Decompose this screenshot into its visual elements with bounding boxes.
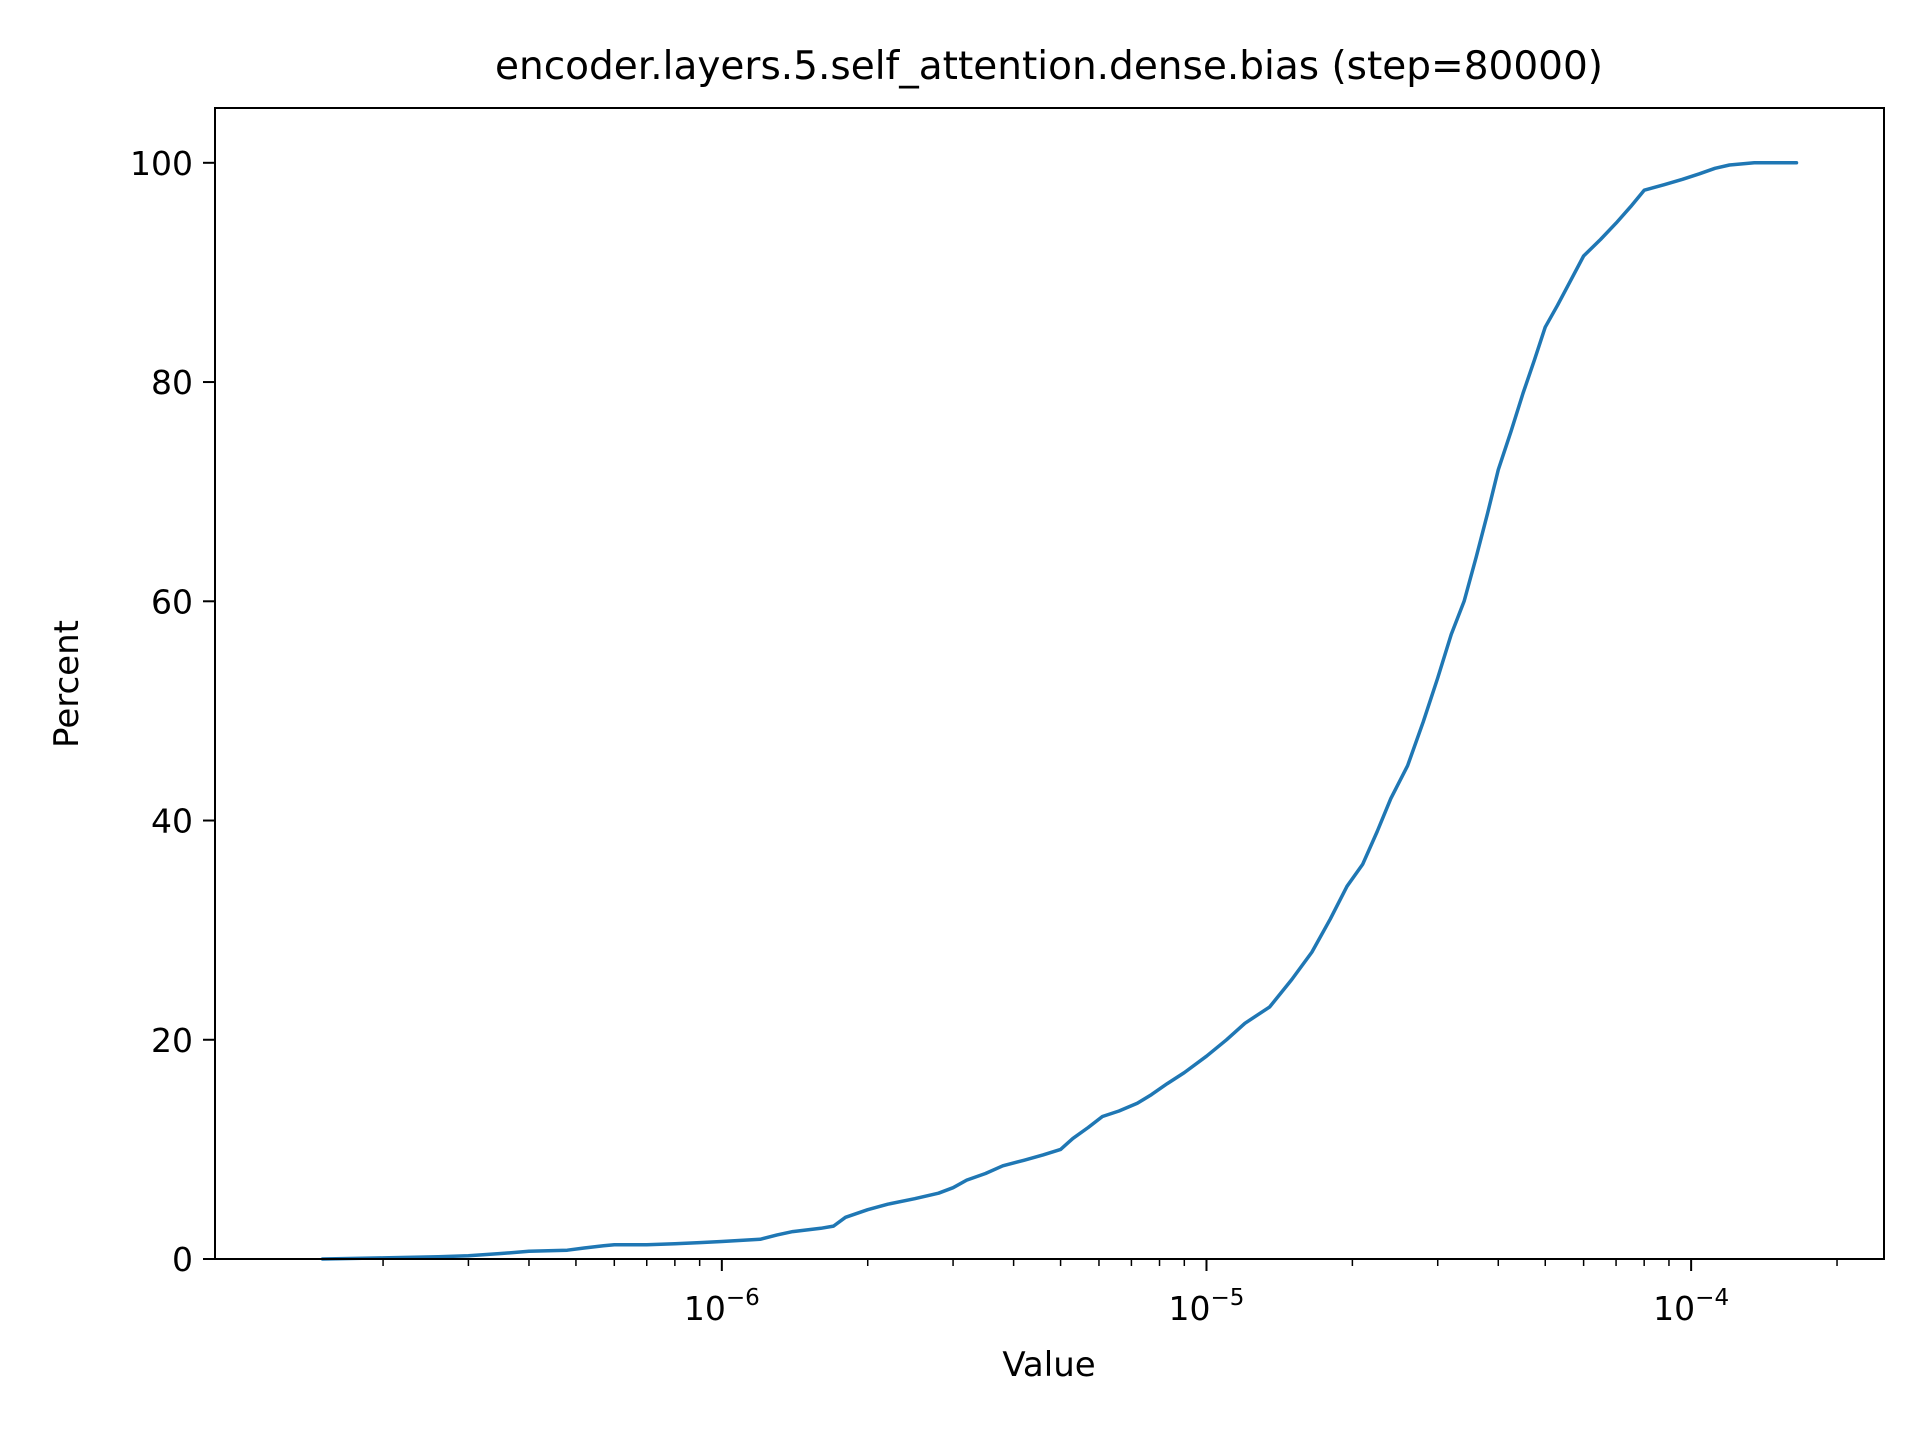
- x-tick-label: 10−4: [1653, 1285, 1729, 1328]
- y-axis-label: Percent: [47, 620, 87, 748]
- x-axis: 10−6 10−5 10−4: [382, 1259, 1838, 1328]
- y-tick-label: 100: [130, 144, 193, 183]
- x-axis-label: Value: [1002, 1345, 1095, 1385]
- y-axis: 0 20 40 60 80 100: [130, 144, 215, 1279]
- y-tick-label: 80: [151, 363, 193, 402]
- series-line-1: [320, 161, 1799, 1261]
- y-tick-label: 60: [151, 582, 193, 621]
- plot-frame: [214, 107, 1885, 1260]
- x-tick-label: 10−6: [684, 1285, 760, 1328]
- x-tick-label: 10−5: [1169, 1285, 1245, 1328]
- chart-title: encoder.layers.5.self_attention.dense.bi…: [495, 44, 1603, 89]
- y-tick-label: 40: [151, 802, 193, 841]
- plot-area: [214, 107, 1885, 1261]
- y-tick-label: 20: [151, 1021, 193, 1060]
- y-tick-label: 0: [172, 1240, 193, 1279]
- series-layer: [320, 161, 1799, 1261]
